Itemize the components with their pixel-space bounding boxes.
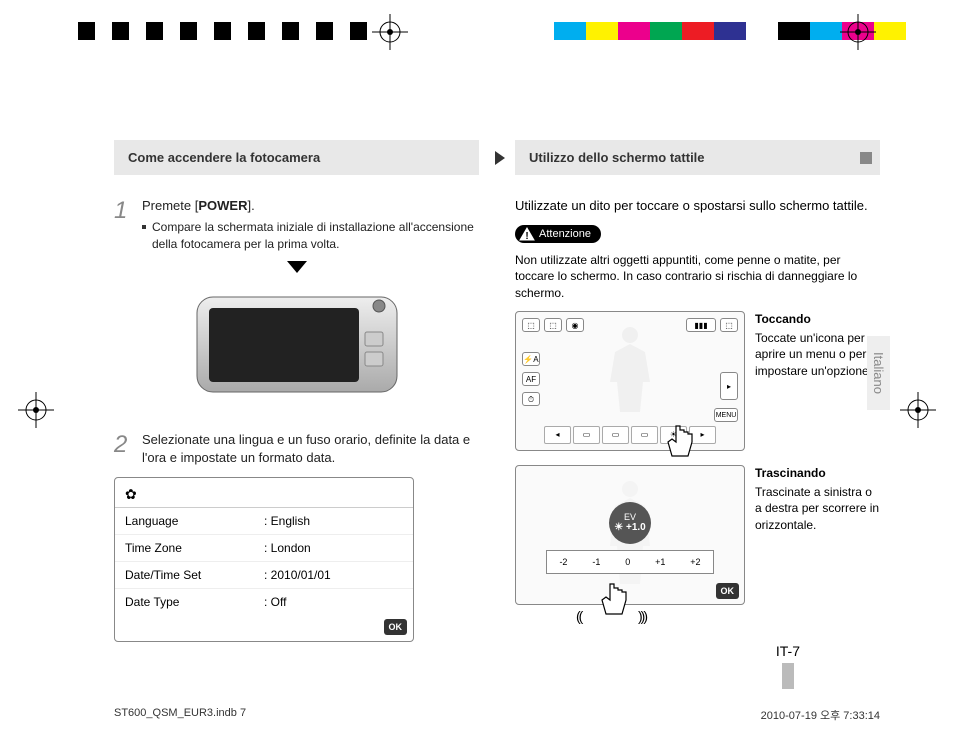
settings-label: Date Type	[125, 595, 264, 609]
settings-value: : London	[264, 541, 403, 555]
flash-icon[interactable]: ⚡A	[522, 352, 540, 366]
touch1-title: Toccando	[755, 311, 880, 328]
touch2-title: Trascinando	[755, 465, 880, 482]
step-2: 2 Selezionate una lingua e un fuso orari…	[114, 431, 479, 467]
footer-left: ST600_QSM_EUR3.indb 7	[114, 707, 246, 723]
settings-value: : 2010/01/01	[264, 568, 403, 582]
touchscreen-mock-2: EV ☀ +1.0 -2 -1 0 +1 +2 OK (( )))	[515, 465, 745, 605]
intro-text: Utilizzate un dito per toccare o spostar…	[515, 197, 880, 215]
section-header-right: Utilizzo dello schermo tattile	[515, 140, 880, 175]
step2-text: Selezionate una lingua e un fuso orario,…	[142, 431, 479, 467]
ev-tick: +2	[690, 557, 700, 567]
arrow-right-icon	[495, 151, 505, 165]
settings-value: : Off	[264, 595, 403, 609]
section-title: Come accendere la fotocamera	[128, 150, 320, 165]
mode-icon[interactable]: ⬚	[544, 318, 562, 332]
focus-icon[interactable]: AF	[522, 372, 540, 386]
reg-mark	[840, 14, 876, 50]
down-arrow-icon	[287, 261, 307, 273]
battery-icon: ▮▮▮	[686, 318, 716, 332]
hand-drag-icon	[596, 580, 636, 626]
ev-tick: 0	[625, 557, 630, 567]
page-bar-icon	[782, 663, 794, 689]
page-number-box: IT-7	[776, 643, 800, 689]
settings-row[interactable]: Time Zone: London	[115, 535, 413, 562]
toolbar-item[interactable]: ▭	[631, 426, 658, 444]
toolbar-item[interactable]: ▭	[602, 426, 629, 444]
step1-bullet-text: Compare la schermata iniziale di install…	[152, 219, 479, 253]
touch-example-tap: ⬚ ⬚ ◉ ▮▮▮ ⬚ ⚡A AF ⏱ ▸ MENU ◂ ▭ ▭ ▭	[515, 311, 880, 451]
bullet-icon	[142, 225, 146, 229]
settings-label: Time Zone	[125, 541, 264, 555]
ev-tick: -1	[592, 557, 600, 567]
footer-right: 2010-07-19 오후 7:33:14	[761, 707, 880, 723]
step1-text-post: ].	[247, 198, 254, 213]
print-footer: ST600_QSM_EUR3.indb 7 2010-07-19 오후 7:33…	[114, 707, 880, 723]
step-number: 1	[114, 197, 132, 253]
page-number: IT-7	[776, 643, 800, 659]
ev-value: ☀ +1.0	[614, 522, 645, 533]
hand-tap-icon	[662, 422, 702, 468]
ok-button[interactable]: OK	[384, 619, 408, 635]
warning-icon: !	[519, 227, 535, 241]
right-column: Utilizzo dello schermo tattile Utilizzat…	[515, 140, 880, 642]
settings-row[interactable]: Language: English	[115, 508, 413, 535]
touch-desc-1: Toccando Toccate un'icona per aprire un …	[755, 311, 880, 451]
settings-row[interactable]: Date Type: Off	[115, 589, 413, 615]
ok-button[interactable]: OK	[716, 583, 740, 599]
ev-label: EV	[624, 512, 636, 522]
person-silhouette	[595, 322, 665, 412]
timer-icon[interactable]: ⏱	[522, 392, 540, 406]
menu-button[interactable]: MENU	[714, 408, 738, 422]
caution-label: Attenzione	[539, 228, 591, 240]
camera-mode-icon[interactable]: ◉	[566, 318, 584, 332]
reg-mark	[18, 392, 54, 428]
motion-lines-icon: ((	[576, 608, 581, 624]
section-title: Utilizzo dello schermo tattile	[529, 150, 705, 165]
ev-tick: -2	[559, 557, 567, 567]
caution-tag-box: ! Attenzione	[515, 225, 880, 246]
motion-lines-icon: )))	[638, 608, 646, 624]
settings-row[interactable]: Date/Time Set: 2010/01/01	[115, 562, 413, 589]
settings-value: : English	[264, 514, 403, 528]
settings-panel: ✿ Language: EnglishTime Zone: LondonDate…	[114, 477, 414, 642]
ev-tick: +1	[655, 557, 665, 567]
language-tab: Italiano	[867, 336, 890, 410]
step-number: 2	[114, 431, 132, 467]
svg-text:!: !	[525, 231, 528, 241]
ev-scale[interactable]: -2 -1 0 +1 +2	[546, 550, 714, 574]
touch1-text: Toccate un'icona per aprire un menu o pe…	[755, 331, 872, 379]
section-end-icon	[860, 152, 872, 164]
reg-mark	[372, 14, 408, 50]
power-label: POWER	[198, 198, 247, 213]
gear-icon: ✿	[125, 486, 137, 503]
mode-icon[interactable]: ⬚	[522, 318, 540, 332]
step1-bullet: Compare la schermata iniziale di install…	[142, 219, 479, 253]
step-1: 1 Premete [POWER]. Compare la schermata …	[114, 197, 479, 253]
touch-desc-2: Trascinando Trascinate a sinistra o a de…	[755, 465, 880, 605]
nav-left-icon[interactable]: ◂	[544, 426, 571, 444]
left-column: Come accendere la fotocamera 1 Premete […	[114, 140, 479, 642]
touch2-text: Trascinate a sinistra o a destra per sco…	[755, 485, 879, 533]
camera-illustration	[187, 261, 407, 407]
expand-icon[interactable]: ▸	[720, 372, 738, 400]
toolbar-item[interactable]: ▭	[573, 426, 600, 444]
settings-label: Date/Time Set	[125, 568, 264, 582]
settings-label: Language	[125, 514, 264, 528]
touchscreen-mock-1: ⬚ ⬚ ◉ ▮▮▮ ⬚ ⚡A AF ⏱ ▸ MENU ◂ ▭ ▭ ▭	[515, 311, 745, 451]
touch-example-drag: EV ☀ +1.0 -2 -1 0 +1 +2 OK (( )))	[515, 465, 880, 605]
reg-mark	[900, 392, 936, 428]
step1-text-pre: Premete [	[142, 198, 198, 213]
caution-text: Non utilizzate altri oggetti appuntiti, …	[515, 252, 880, 301]
ev-indicator: EV ☀ +1.0	[609, 502, 651, 544]
section-header-left: Come accendere la fotocamera	[114, 140, 479, 175]
status-icon: ⬚	[720, 318, 738, 332]
print-bar-left	[78, 22, 367, 40]
